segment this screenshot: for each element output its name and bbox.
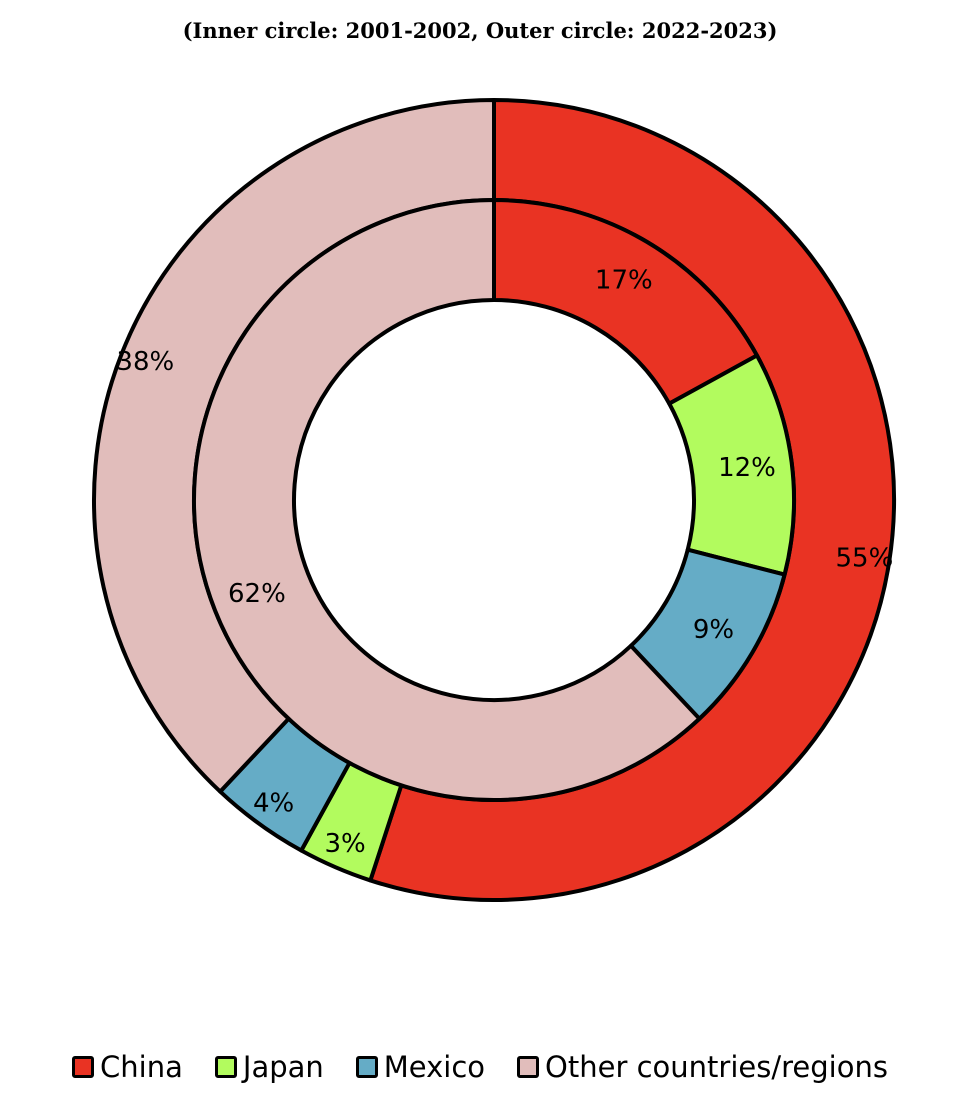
legend-label-mexico: Mexico [383, 1050, 486, 1084]
legend-swatch-other [517, 1056, 540, 1078]
outer-label-japan: 3% [324, 829, 365, 859]
legend-swatch-japan [214, 1056, 237, 1078]
legend-label-japan: Japan [242, 1050, 324, 1084]
inner-label-japan: 12% [718, 453, 776, 483]
inner-label-other: 62% [228, 579, 286, 609]
legend-swatch-mexico [355, 1056, 378, 1078]
chart-subtitle: (Inner circle: 2001-2002, Outer circle: … [182, 18, 778, 43]
inner-label-mexico: 9% [693, 615, 734, 645]
legend-item-mexico: Mexico [355, 1050, 486, 1084]
outer-label-china: 55% [835, 544, 893, 574]
outer-label-mexico: 4% [253, 788, 294, 818]
legend-item-other: Other countries/regions [517, 1050, 888, 1084]
legend-label-other: Other countries/regions [545, 1050, 888, 1084]
legend-item-japan: Japan [214, 1050, 324, 1084]
donut-chart: 55% 3% 4% 38% 17% 12% 9% 62% [92, 98, 896, 902]
legend-label-china: China [100, 1050, 183, 1084]
inner-slice-other [192, 198, 702, 802]
outer-label-other: 38% [116, 347, 174, 377]
legend: China Japan Mexico Other countries/regio… [0, 1050, 960, 1084]
legend-item-china: China [72, 1050, 183, 1084]
legend-swatch-china [72, 1056, 95, 1078]
inner-label-china: 17% [595, 266, 653, 296]
